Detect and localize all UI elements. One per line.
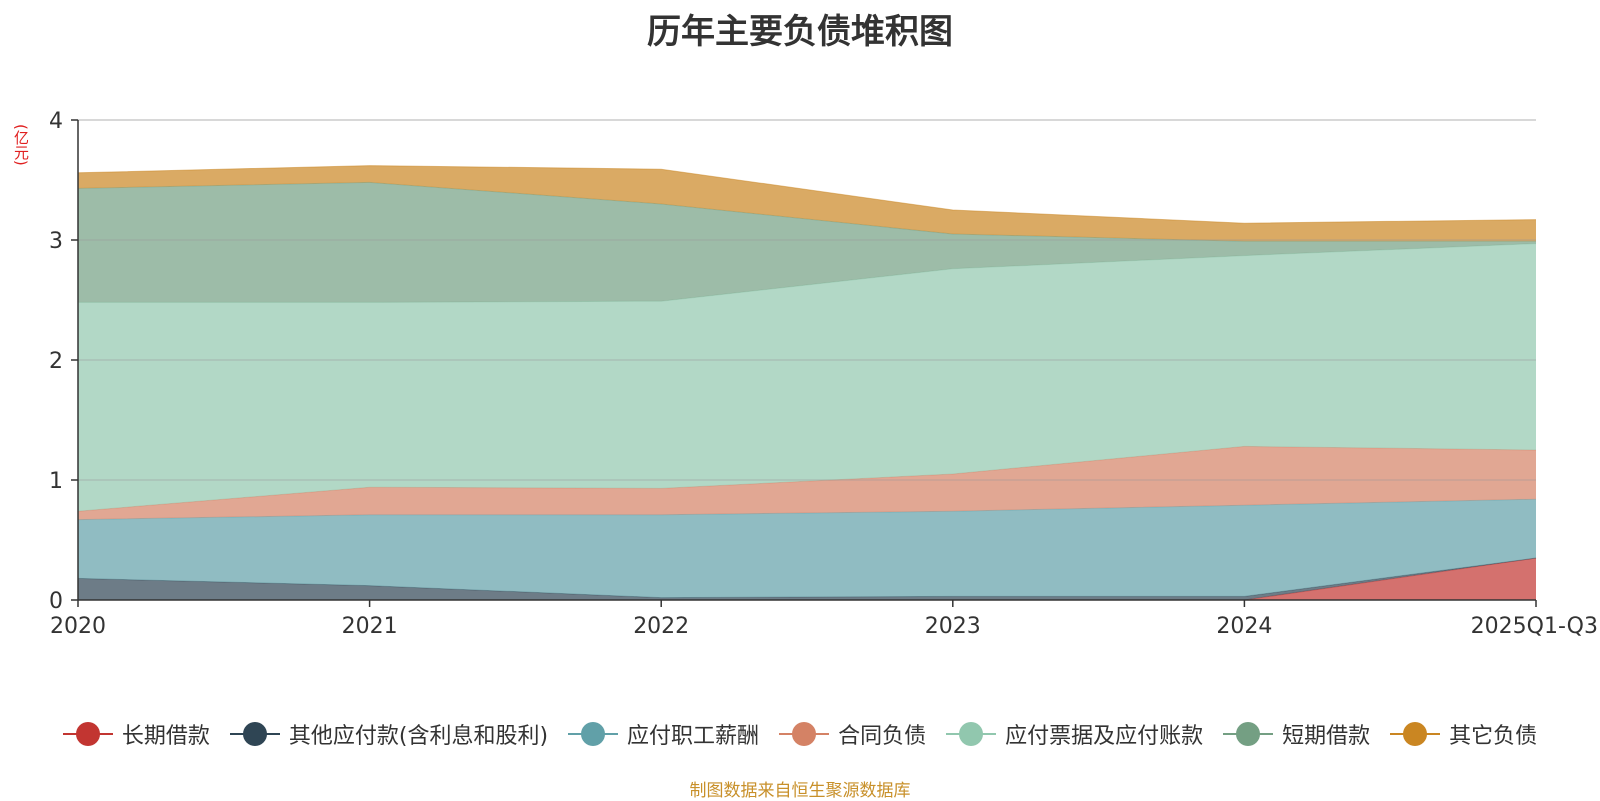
legend-label: 应付职工薪酬: [627, 724, 760, 749]
legend: 长期借款 其他应付款(含利息和股利) 应付职工薪酬 合同负债 应付票据及应付账款 短期借款…: [0, 718, 1600, 750]
legend-marker-icon: [946, 722, 997, 746]
legend-marker-icon: [1390, 722, 1441, 746]
legend-marker-icon: [568, 722, 619, 746]
chart-title: 历年主要负债堆积图: [647, 12, 953, 52]
legend-label: 应付票据及应付账款: [1005, 724, 1204, 749]
y-tick-label: 1: [49, 469, 63, 494]
legend-item-0[interactable]: 长期借款: [62, 718, 210, 750]
area-series-1: [78, 558, 1536, 600]
area-series-6: [78, 165, 1536, 242]
legend-label: 其它负债: [1449, 724, 1538, 749]
legend-label: 合同负债: [838, 724, 927, 749]
x-tick-label: 2024: [1216, 614, 1272, 639]
legend-marker-icon: [1223, 722, 1274, 746]
area-line-series-6: [77, 165, 1537, 224]
y-tick-label: 0: [49, 589, 63, 614]
legend-label: 短期借款: [1282, 724, 1371, 749]
x-tick-label: 2023: [925, 614, 981, 639]
source-note: 制图数据来自恒生聚源数据库: [689, 781, 911, 801]
y-axis-unit-label: (亿元): [12, 124, 30, 166]
legend-marker-icon: [779, 722, 830, 746]
y-tick-label: 4: [49, 109, 63, 134]
area-series-5: [78, 182, 1536, 303]
legend-item-1[interactable]: 其他应付款(含利息和股利): [229, 718, 549, 750]
x-tick-label: 2021: [342, 614, 398, 639]
area-series-2: [78, 499, 1536, 598]
legend-label: 长期借款: [121, 724, 210, 749]
y-tick-label: 2: [49, 349, 63, 374]
area-series-4: [78, 243, 1536, 512]
x-tick-label: 2020: [50, 614, 106, 639]
legend-label: 其他应付款(含利息和股利): [288, 724, 549, 749]
legend-item-2[interactable]: 应付职工薪酬: [568, 718, 759, 750]
area-series-0: [78, 558, 1536, 600]
legend-marker-icon: [62, 722, 113, 746]
legend-marker-icon: [229, 722, 280, 746]
y-tick-label: 3: [49, 229, 63, 254]
legend-item-6[interactable]: 其它负债: [1390, 718, 1537, 750]
legend-item-4[interactable]: 应付票据及应付账款: [946, 718, 1203, 750]
x-tick-label: 2025Q1-Q3: [1471, 614, 1598, 639]
x-tick-label: 2022: [633, 614, 689, 639]
area-series-3: [78, 446, 1536, 520]
legend-item-3[interactable]: 合同负债: [779, 718, 926, 750]
legend-item-5[interactable]: 短期借款: [1223, 718, 1370, 750]
